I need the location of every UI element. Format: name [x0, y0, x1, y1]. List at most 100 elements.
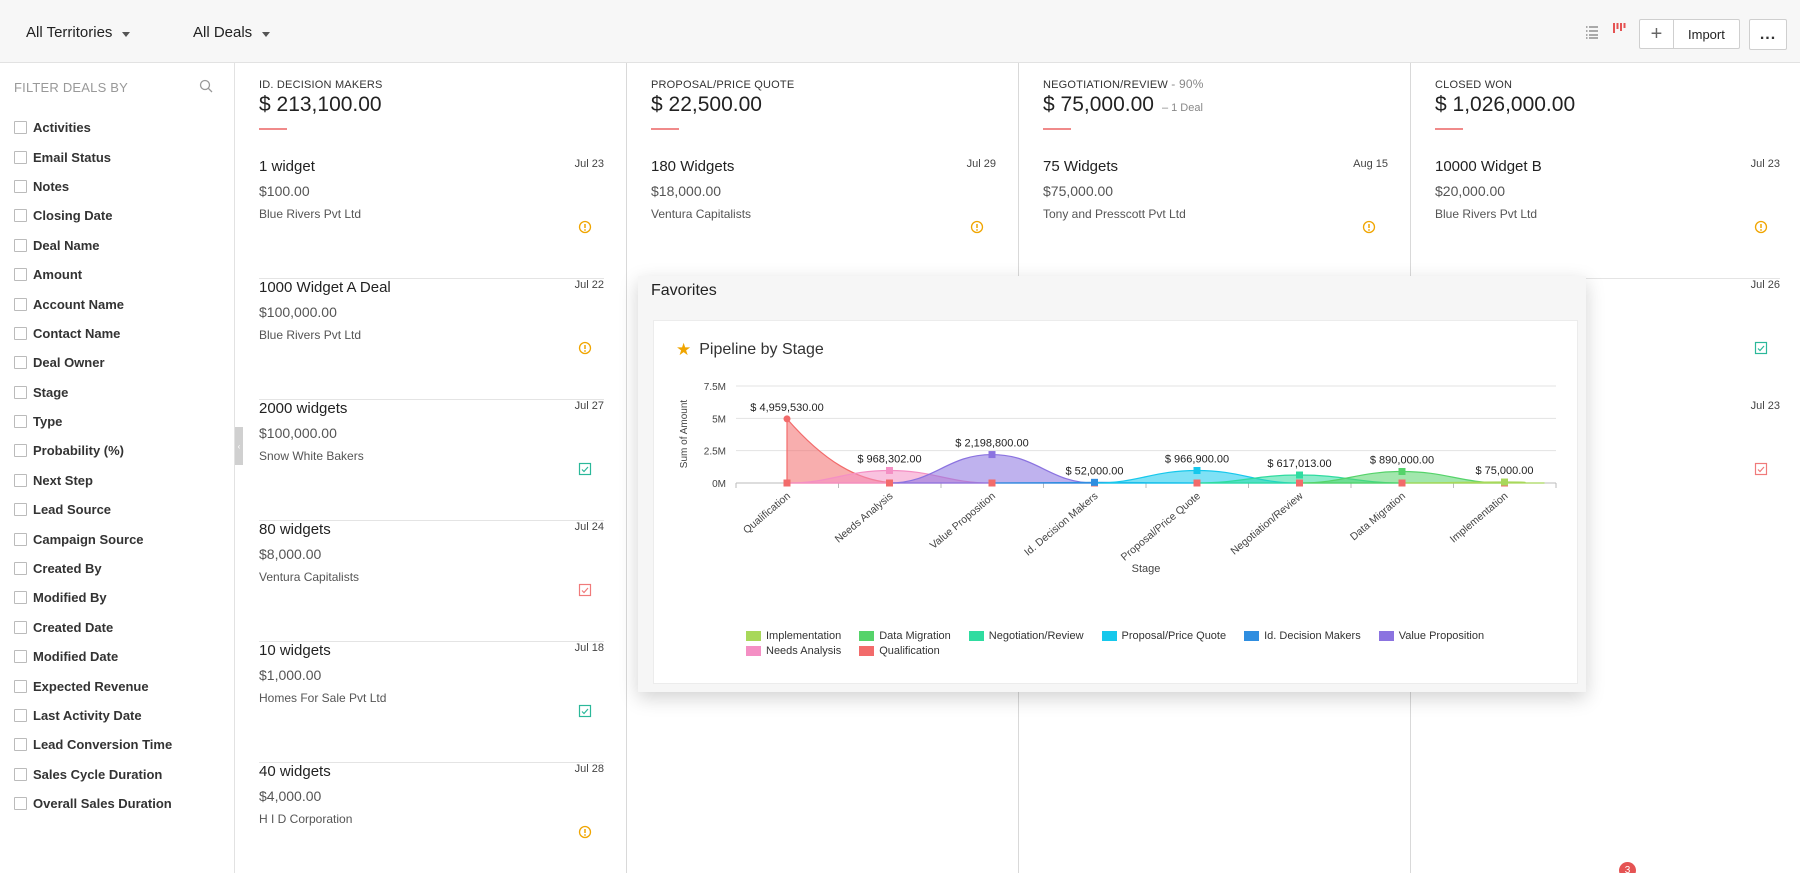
search-icon[interactable] [199, 79, 213, 98]
deal-name[interactable]: 40 widgets [259, 763, 331, 780]
filter-item[interactable]: Notes [14, 172, 172, 201]
deal-card[interactable]: 10 widgets Jul 18 $1,000.00 Homes For Sale … [259, 642, 604, 763]
deal-card[interactable]: 1 widget Jul 23 $100.00 Blue Rivers Pvt Ltd [259, 158, 604, 279]
filter-item[interactable]: Activities [14, 113, 172, 142]
list-view-icon[interactable] [1584, 24, 1600, 45]
deal-card[interactable]: 40 widgets Jul 28 $4,000.00 H I D Corporati… [259, 763, 604, 873]
filter-item[interactable]: Created Date [14, 613, 172, 642]
deal-card[interactable]: Jul 26 [1435, 279, 1780, 400]
deal-card[interactable]: 2000 widgets Jul 27 $100,000.00 Snow White … [259, 400, 604, 521]
alert-icon[interactable] [578, 825, 592, 839]
filter-checkbox[interactable] [14, 385, 27, 399]
deal-name[interactable]: 10000 Widget B [1435, 158, 1542, 175]
legend-item[interactable]: Id. Decision Makers [1244, 630, 1361, 642]
filter-checkbox[interactable] [14, 121, 27, 135]
legend-item[interactable]: Implementation [746, 630, 841, 642]
filter-item[interactable]: Modified By [14, 583, 172, 612]
sidebar-collapse-handle[interactable]: ‹ [235, 427, 243, 465]
deal-name[interactable]: 1000 Widget A Deal [259, 279, 391, 296]
legend-item[interactable]: Proposal/Price Quote [1101, 630, 1226, 642]
alert-icon[interactable] [1754, 220, 1768, 234]
alert-icon[interactable] [970, 220, 984, 234]
alert-icon[interactable] [578, 220, 592, 234]
filter-checkbox[interactable] [14, 268, 27, 282]
filter-item[interactable]: Contact Name [14, 319, 172, 348]
filter-checkbox[interactable] [14, 150, 27, 164]
deal-name[interactable]: 180 Widgets [651, 158, 735, 175]
filter-checkbox[interactable] [14, 444, 27, 458]
filter-checkbox[interactable] [14, 591, 27, 605]
deals-view-dropdown[interactable]: All Deals [193, 24, 271, 41]
filter-checkbox[interactable] [14, 797, 27, 811]
task-overdue-icon[interactable] [1754, 462, 1768, 476]
legend-item[interactable]: Value Proposition [1378, 630, 1484, 642]
deal-name[interactable]: 1 widget [259, 158, 315, 175]
filter-item[interactable]: Expected Revenue [14, 671, 172, 700]
filter-checkbox[interactable] [14, 532, 27, 546]
filter-item[interactable]: Lead Source [14, 495, 172, 524]
filter-checkbox[interactable] [14, 473, 27, 487]
filter-item[interactable]: Account Name [14, 289, 172, 318]
filter-item[interactable]: Probability (%) [14, 436, 172, 465]
filter-checkbox[interactable] [14, 709, 27, 722]
filter-checkbox[interactable] [14, 679, 27, 693]
filter-item[interactable]: Deal Owner [14, 348, 172, 377]
filter-checkbox[interactable] [14, 179, 27, 193]
deal-card[interactable]: 75 Widgets Aug 15 $75,000.00 Tony and Press… [1043, 158, 1388, 279]
filter-checkbox[interactable] [14, 767, 27, 781]
task-overdue-icon[interactable] [578, 583, 592, 597]
filter-item[interactable]: Campaign Source [14, 524, 172, 553]
legend-item[interactable]: Qualification [859, 645, 940, 657]
legend-item[interactable]: Data Migration [859, 630, 951, 642]
star-icon[interactable]: ★ [676, 340, 692, 359]
filter-checkbox[interactable] [14, 620, 27, 634]
legend-item[interactable]: Negotiation/Review [968, 630, 1084, 642]
filter-checkbox[interactable] [14, 650, 27, 664]
filter-item[interactable]: Sales Cycle Duration [14, 760, 172, 789]
territory-dropdown[interactable]: All Territories [26, 24, 131, 41]
data-point [783, 415, 791, 423]
deal-card[interactable]: 180 Widgets Jul 29 $18,000.00 Ventura Capit… [651, 158, 996, 279]
deal-name[interactable]: 2000 widgets [259, 400, 348, 417]
filter-checkbox[interactable] [14, 738, 27, 752]
filter-checkbox[interactable] [14, 562, 27, 576]
filter-item[interactable]: Closing Date [14, 201, 172, 230]
deal-name[interactable]: 75 Widgets [1043, 158, 1119, 175]
deal-card[interactable]: 80 widgets Jul 24 $8,000.00 Ventura Capital… [259, 521, 604, 642]
deal-card[interactable]: Jul 23 [1435, 400, 1780, 521]
notification-badge[interactable]: 3 [1619, 862, 1636, 873]
deal-card[interactable]: 1000 Widget A Deal Jul 22 $100,000.00 Blue … [259, 279, 604, 400]
deal-card[interactable]: 10000 Widget B Jul 23 $20,000.00 Blue River… [1435, 158, 1780, 279]
kanban-view-icon[interactable] [1612, 22, 1626, 41]
filter-item[interactable]: Modified Date [14, 642, 172, 671]
filter-checkbox[interactable] [14, 415, 27, 429]
filter-checkbox[interactable] [14, 238, 27, 252]
filter-item[interactable]: Amount [14, 260, 172, 289]
more-options-button[interactable]: ... [1749, 19, 1787, 50]
task-check-icon[interactable] [1754, 341, 1768, 355]
filter-item[interactable]: Type [14, 407, 172, 436]
filter-checkbox[interactable] [14, 503, 27, 517]
task-check-icon[interactable] [578, 704, 592, 718]
filter-item[interactable]: Email Status [14, 142, 172, 171]
alert-icon[interactable] [578, 341, 592, 355]
filter-checkbox[interactable] [14, 326, 27, 340]
filter-item[interactable]: Created By [14, 554, 172, 583]
deal-name[interactable]: 10 widgets [259, 642, 331, 659]
filter-checkbox[interactable] [14, 209, 27, 223]
filter-item[interactable]: Stage [14, 378, 172, 407]
create-deal-button[interactable]: + [1640, 20, 1674, 48]
filter-checkbox[interactable] [14, 356, 27, 370]
filter-item[interactable]: Deal Name [14, 231, 172, 260]
filter-item[interactable]: Lead Conversion Time [14, 730, 172, 759]
filter-item[interactable]: Next Step [14, 466, 172, 495]
filter-checkbox[interactable] [14, 297, 27, 311]
import-button[interactable]: Import [1688, 26, 1725, 42]
deal-name[interactable]: 80 widgets [259, 521, 331, 538]
alert-icon[interactable] [1362, 220, 1376, 234]
filter-item[interactable]: Last Activity Date [14, 701, 172, 730]
stage-total: $ 75,000.00 [1043, 93, 1154, 116]
task-check-icon[interactable] [578, 462, 592, 476]
legend-item[interactable]: Needs Analysis [746, 645, 841, 657]
filter-item[interactable]: Overall Sales Duration [14, 789, 172, 818]
